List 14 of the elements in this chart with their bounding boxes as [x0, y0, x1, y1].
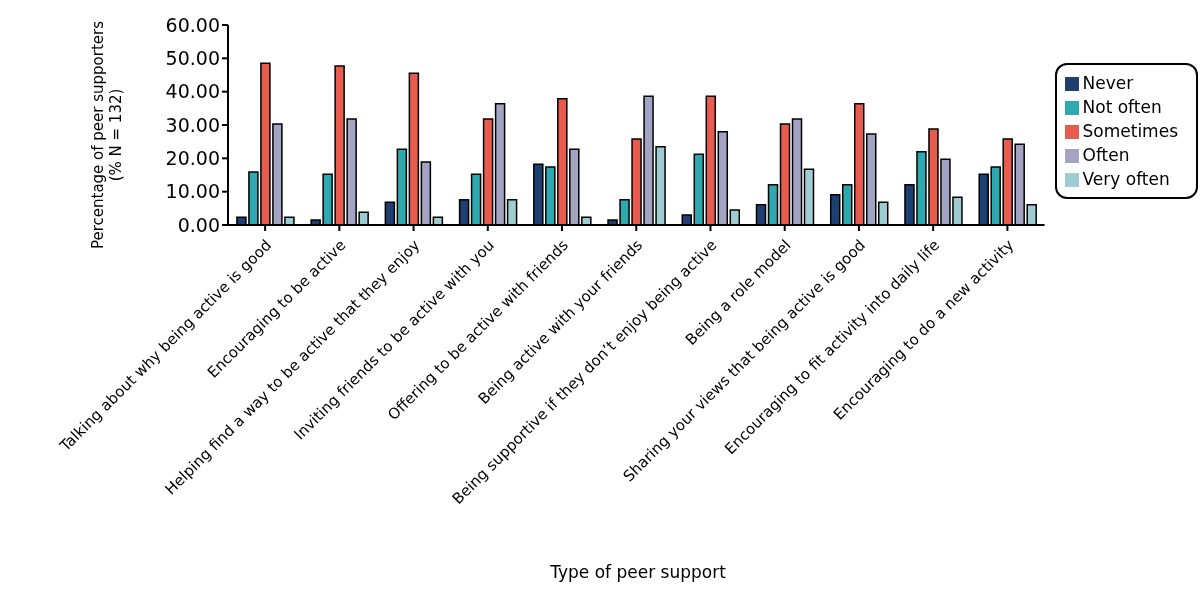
x-axis-title: Type of peer support [549, 562, 727, 582]
y-tick-label: 0.00 [177, 213, 220, 236]
y-tick-label: 20.00 [165, 147, 220, 170]
y-tick-label: 30.00 [165, 113, 220, 136]
legend-label: Not often [1082, 97, 1162, 117]
legend-label: Often [1082, 145, 1130, 165]
legend-label: Sometimes [1082, 121, 1178, 141]
y-axis-title: Percentage of peer supporters (% N = 132) [89, 20, 125, 250]
y-tick-label: 50.00 [165, 47, 220, 70]
y-tick-label: 60.00 [165, 13, 220, 36]
y-tick-label: 40.00 [165, 80, 220, 103]
y-tick-label: 10.00 [165, 180, 220, 203]
legend-label: Never [1082, 73, 1134, 93]
legend-label: Very often [1082, 169, 1170, 189]
